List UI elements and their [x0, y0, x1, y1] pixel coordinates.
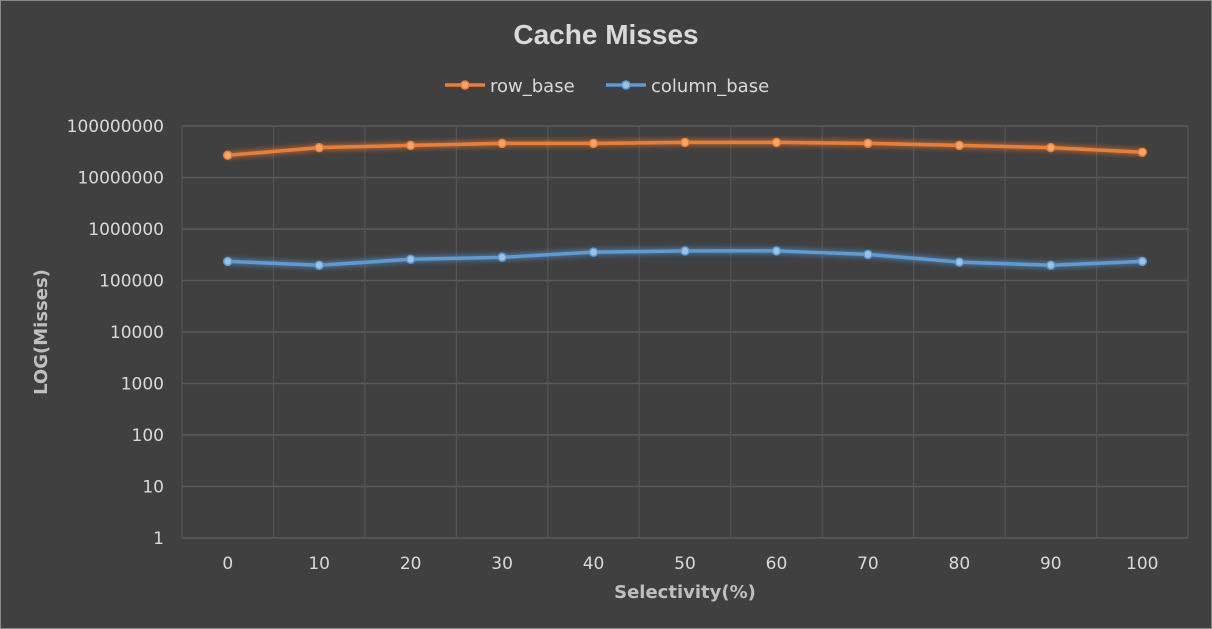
legend-label-column-base: column_base	[651, 76, 769, 97]
data-point-column-base	[222, 256, 233, 267]
x-tick-label: 60	[766, 554, 788, 574]
y-tick-label: 10000	[110, 323, 164, 343]
y-tick-label: 100	[132, 426, 164, 446]
legend-marker-column-base	[621, 80, 631, 90]
data-point-column-base	[405, 254, 416, 265]
y-tick-label: 10000000	[77, 169, 164, 189]
y-axis-title: LOG(Misses)	[31, 269, 52, 395]
series-row-base	[222, 137, 1148, 161]
data-point-row-base	[1137, 147, 1148, 157]
data-point-column-base	[680, 246, 690, 256]
data-point-row-base	[1046, 142, 1056, 153]
y-tick-label: 1000	[121, 375, 164, 395]
x-tick-label: 50	[674, 554, 696, 574]
x-tick-label: 0	[222, 554, 233, 574]
x-tick-label: 40	[583, 554, 605, 574]
y-tick-label: 100000	[99, 272, 164, 292]
y-tick-label: 1000000	[88, 220, 164, 240]
x-tick-label: 20	[400, 554, 422, 574]
y-axis-tick-labels: 1 10 100 1000 10000 100000 1000000 10000000 1000…	[67, 117, 164, 549]
legend-item-row-base: row_base	[445, 76, 575, 97]
data-point-row-base	[771, 137, 782, 148]
data-point-column-base	[497, 252, 507, 263]
x-tick-label: 80	[949, 554, 971, 574]
x-tick-label: 10	[308, 554, 330, 574]
y-tick-label: 1	[153, 529, 164, 549]
x-tick-label: 90	[1040, 554, 1062, 574]
legend-marker-row-base	[460, 80, 470, 90]
y-tick-label: 100000000	[67, 117, 164, 137]
data-point-column-base	[314, 260, 324, 270]
legend: row_base column_base	[445, 76, 769, 97]
data-point-column-base	[771, 246, 782, 256]
series-lines	[222, 137, 1148, 270]
data-point-column-base	[954, 257, 965, 267]
data-point-row-base	[314, 142, 324, 153]
data-point-column-base	[588, 247, 599, 257]
data-point-column-base	[1137, 256, 1148, 267]
gridlines	[181, 125, 1189, 539]
x-tick-label: 30	[491, 554, 513, 574]
chart-title: Cache Misses	[513, 19, 698, 50]
series-column-base	[222, 246, 1148, 270]
data-point-row-base	[863, 138, 873, 149]
data-point-row-base	[954, 140, 965, 151]
y-tick-label: 10	[142, 478, 164, 498]
data-point-row-base	[588, 138, 599, 149]
x-tick-label: 100	[1126, 554, 1158, 574]
data-point-column-base	[1046, 260, 1056, 270]
legend-label-row-base: row_base	[490, 76, 575, 97]
legend-item-column-base: column_base	[606, 76, 769, 97]
x-tick-label: 70	[857, 554, 879, 574]
data-point-row-base	[405, 140, 416, 151]
data-point-row-base	[222, 150, 233, 161]
data-point-column-base	[863, 249, 873, 260]
data-point-row-base	[497, 138, 507, 149]
x-axis-title: Selectivity(%)	[614, 582, 756, 603]
data-point-row-base	[680, 137, 690, 148]
x-axis-tick-labels: 0 10 20 30 40 50 60 70 80 90 100	[222, 554, 1158, 574]
